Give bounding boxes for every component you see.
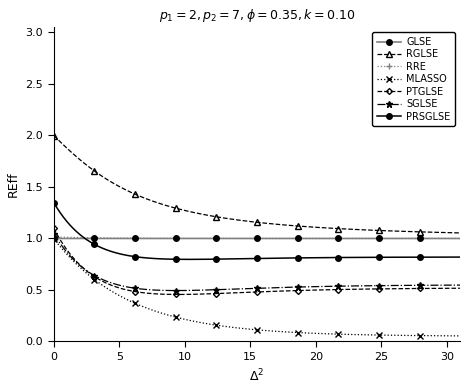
GLSE bbox=[457, 236, 463, 241]
RRE bbox=[425, 236, 430, 241]
PRSGLSE bbox=[225, 256, 231, 261]
RGLSE bbox=[244, 219, 250, 224]
Title: $p_1 = 2, p_2 = 7, \phi = 0.35, k = 0.10$: $p_1 = 2, p_2 = 7, \phi = 0.35, k = 0.10… bbox=[159, 7, 355, 24]
PTGLSE bbox=[346, 287, 352, 292]
Y-axis label: REff: REff bbox=[7, 172, 20, 197]
SGLSE bbox=[225, 287, 231, 292]
MLASSO bbox=[222, 324, 227, 329]
Line: GLSE: GLSE bbox=[51, 236, 463, 241]
Line: RGLSE: RGLSE bbox=[51, 133, 463, 236]
MLASSO bbox=[51, 236, 57, 241]
RGLSE bbox=[51, 133, 57, 138]
RGLSE bbox=[346, 227, 352, 231]
MLASSO bbox=[425, 333, 430, 338]
RGLSE bbox=[225, 216, 231, 221]
RRE bbox=[445, 236, 450, 241]
PRSGLSE bbox=[346, 255, 352, 260]
PRSGLSE bbox=[425, 255, 430, 260]
PTGLSE bbox=[425, 286, 430, 291]
Line: RRE: RRE bbox=[50, 233, 464, 242]
GLSE bbox=[346, 236, 352, 241]
GLSE bbox=[425, 236, 430, 241]
Line: PRSGLSE: PRSGLSE bbox=[51, 200, 463, 262]
SGLSE bbox=[244, 286, 250, 291]
PRSGLSE bbox=[445, 255, 451, 260]
PRSGLSE bbox=[186, 257, 192, 262]
PTGLSE bbox=[222, 291, 227, 296]
GLSE bbox=[51, 236, 57, 241]
SGLSE bbox=[173, 288, 179, 293]
MLASSO bbox=[445, 334, 450, 338]
PRSGLSE bbox=[457, 255, 463, 260]
Line: MLASSO: MLASSO bbox=[51, 236, 463, 339]
SGLSE bbox=[51, 231, 57, 236]
MLASSO bbox=[225, 325, 231, 329]
RGLSE bbox=[445, 230, 450, 235]
SGLSE bbox=[425, 283, 430, 288]
RGLSE bbox=[457, 231, 463, 235]
RRE bbox=[457, 236, 463, 241]
GLSE bbox=[225, 236, 231, 241]
RRE bbox=[225, 236, 231, 241]
Line: SGLSE: SGLSE bbox=[50, 230, 464, 294]
PTGLSE bbox=[51, 226, 57, 231]
Legend: GLSE, RGLSE, RRE, MLASSO, PTGLSE, SGLSE, PRSGLSE: GLSE, RGLSE, RRE, MLASSO, PTGLSE, SGLSE,… bbox=[372, 32, 455, 126]
RRE bbox=[222, 236, 227, 241]
MLASSO bbox=[244, 326, 250, 331]
GLSE bbox=[445, 236, 450, 241]
RRE bbox=[51, 235, 57, 239]
MLASSO bbox=[346, 332, 352, 337]
SGLSE bbox=[457, 283, 463, 287]
PRSGLSE bbox=[222, 256, 227, 261]
SGLSE bbox=[346, 283, 352, 288]
PTGLSE bbox=[176, 292, 181, 297]
Line: PTGLSE: PTGLSE bbox=[52, 226, 462, 296]
PRSGLSE bbox=[244, 256, 250, 261]
PTGLSE bbox=[225, 291, 231, 296]
RRE bbox=[346, 236, 352, 241]
RGLSE bbox=[222, 216, 227, 221]
RRE bbox=[244, 236, 250, 241]
SGLSE bbox=[222, 287, 227, 292]
PTGLSE bbox=[244, 290, 250, 295]
X-axis label: $\Delta^2$: $\Delta^2$ bbox=[249, 368, 264, 384]
PTGLSE bbox=[457, 286, 463, 291]
PTGLSE bbox=[445, 286, 451, 291]
SGLSE bbox=[445, 283, 451, 287]
PRSGLSE bbox=[51, 200, 57, 205]
RGLSE bbox=[425, 230, 430, 235]
MLASSO bbox=[457, 334, 463, 338]
GLSE bbox=[244, 236, 250, 241]
GLSE bbox=[222, 236, 227, 241]
